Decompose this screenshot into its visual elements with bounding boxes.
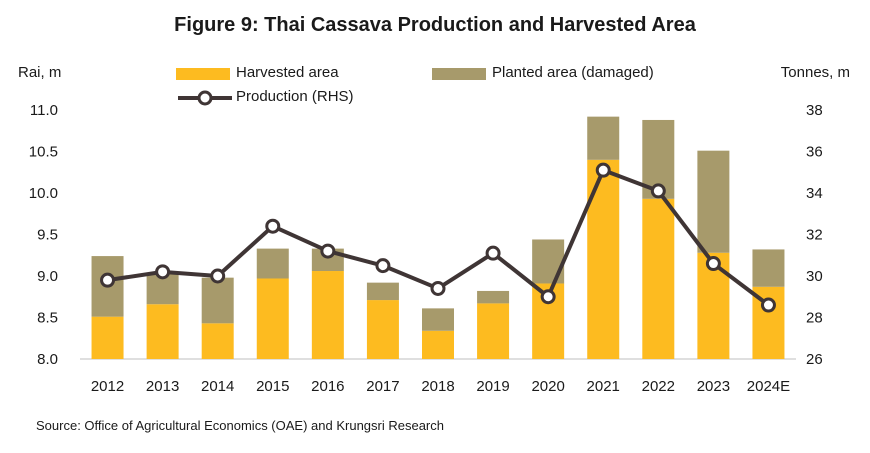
production-point bbox=[320, 243, 336, 259]
bar-damaged-area bbox=[587, 116, 620, 160]
right-axis-unit: Tonnes, m bbox=[780, 64, 850, 81]
x-tick-label: 2019 bbox=[476, 378, 509, 395]
production-point bbox=[650, 183, 666, 199]
y-tick-label: 8.0 bbox=[37, 351, 58, 368]
bar-damaged-area bbox=[477, 290, 510, 304]
production-point bbox=[210, 268, 226, 284]
bar-damaged-area bbox=[201, 277, 234, 324]
bar-harvested-area bbox=[587, 159, 620, 359]
bar-harvested-area bbox=[146, 304, 179, 359]
bar-damaged-area bbox=[752, 249, 785, 287]
y-tick-label: 11.0 bbox=[30, 102, 58, 119]
production-point bbox=[540, 289, 556, 305]
left-axis-unit: Rai, m bbox=[18, 64, 62, 81]
production-point bbox=[265, 218, 281, 234]
y-tick-label: 9.5 bbox=[37, 227, 58, 244]
x-tick-label: 2012 bbox=[91, 378, 124, 395]
legend-swatch-damaged bbox=[432, 68, 486, 80]
y2-tick-label: 38 bbox=[806, 102, 823, 119]
bar-harvested-area bbox=[311, 271, 344, 359]
bar-damaged-area bbox=[422, 308, 454, 331]
x-tick-label: 2017 bbox=[366, 378, 399, 395]
bar-harvested-area bbox=[477, 303, 510, 359]
y2-tick-label: 26 bbox=[806, 351, 823, 368]
y2-tick-label: 30 bbox=[806, 268, 823, 285]
x-tick-label: 2024E bbox=[747, 378, 790, 395]
bar-harvested-area bbox=[366, 300, 399, 359]
y-tick-label: 10.0 bbox=[29, 185, 58, 202]
bar-harvested-area bbox=[256, 278, 289, 359]
production-point bbox=[760, 297, 776, 313]
production-point bbox=[100, 272, 116, 288]
x-tick-label: 2022 bbox=[642, 378, 675, 395]
production-point bbox=[705, 256, 721, 272]
y2-tick-label: 32 bbox=[806, 227, 823, 244]
production-point bbox=[595, 162, 611, 178]
bar-harvested-area bbox=[422, 330, 454, 359]
legend-line-production bbox=[178, 90, 232, 106]
legend-label-harvested: Harvested area bbox=[236, 64, 339, 81]
bar-damaged-area bbox=[366, 282, 399, 301]
x-tick-label: 2013 bbox=[146, 378, 179, 395]
chart-title: Figure 9: Thai Cassava Production and Ha… bbox=[174, 14, 696, 36]
x-tick-label: 2020 bbox=[531, 378, 564, 395]
legend-label-damaged: Planted area (damaged) bbox=[492, 64, 654, 81]
y-tick-label: 9.0 bbox=[37, 268, 58, 285]
production-point bbox=[155, 264, 171, 280]
x-tick-label: 2015 bbox=[256, 378, 289, 395]
x-tick-label: 2023 bbox=[697, 378, 730, 395]
y-tick-label: 10.5 bbox=[29, 144, 58, 161]
production-point bbox=[485, 245, 501, 261]
bar-damaged-area bbox=[697, 150, 730, 253]
legend-label-production: Production (RHS) bbox=[236, 88, 354, 105]
legend-swatch-harvested bbox=[176, 68, 230, 80]
production-point bbox=[375, 258, 391, 274]
bar-damaged-area bbox=[256, 248, 289, 279]
x-tick-label: 2018 bbox=[421, 378, 454, 395]
production-point bbox=[430, 280, 446, 296]
x-tick-label: 2014 bbox=[201, 378, 234, 395]
y2-tick-label: 28 bbox=[806, 310, 823, 327]
x-tick-label: 2021 bbox=[587, 378, 620, 395]
bar-harvested-area bbox=[201, 323, 234, 359]
bar-harvested-area bbox=[642, 198, 675, 359]
bar-damaged-area bbox=[532, 239, 565, 284]
y2-tick-label: 34 bbox=[806, 185, 823, 202]
x-tick-label: 2016 bbox=[311, 378, 344, 395]
y2-tick-label: 36 bbox=[806, 144, 823, 161]
source-note: Source: Office of Agricultural Economics… bbox=[36, 418, 444, 433]
y-tick-label: 8.5 bbox=[37, 310, 58, 327]
bar-harvested-area bbox=[91, 316, 124, 359]
